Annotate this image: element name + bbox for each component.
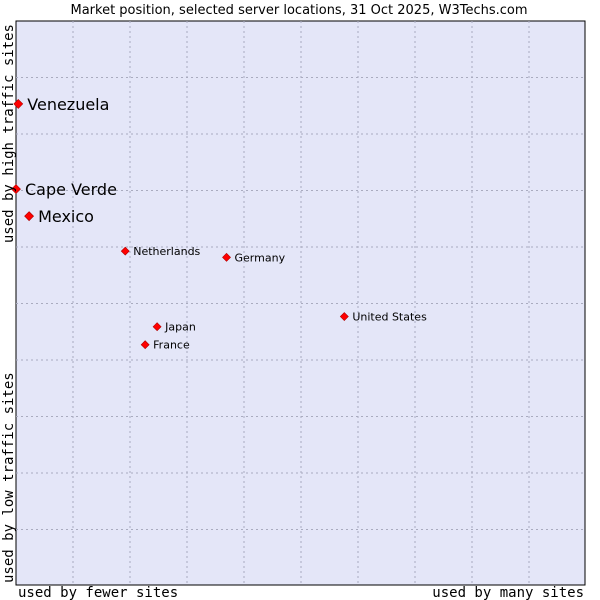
point-germany — [222, 252, 231, 262]
point-netherlands — [120, 246, 130, 256]
point-japan — [152, 322, 162, 332]
point-cape-verde — [11, 184, 21, 194]
point-label-cape-verde: Cape Verde — [25, 180, 117, 199]
y-axis-label-top: used by high traffic sites — [1, 24, 17, 243]
point-label-mexico: Mexico — [38, 207, 94, 226]
y-axis-label-bottom: used by low traffic sites — [1, 372, 17, 583]
point-france — [140, 340, 150, 350]
grid-lines — [16, 21, 585, 585]
point-label-netherlands: Netherlands — [133, 245, 200, 258]
chart-title: Market position, selected server locatio… — [70, 3, 527, 18]
point-united-states — [339, 312, 349, 321]
x-axis-label-left: used by fewer sites — [18, 585, 178, 600]
point-venezuela — [13, 98, 24, 109]
point-label-united-states: United States — [352, 311, 427, 324]
point-label-venezuela: Venezuela — [27, 95, 109, 114]
point-mexico — [24, 211, 35, 222]
x-axis-label-right: used by many sites — [432, 585, 584, 600]
point-label-japan: Japan — [164, 321, 196, 334]
point-label-germany: Germany — [235, 251, 286, 264]
point-label-france: France — [153, 339, 190, 352]
data-points: Venezuela Cape Verde Mexico Netherlands Germ… — [11, 95, 427, 352]
